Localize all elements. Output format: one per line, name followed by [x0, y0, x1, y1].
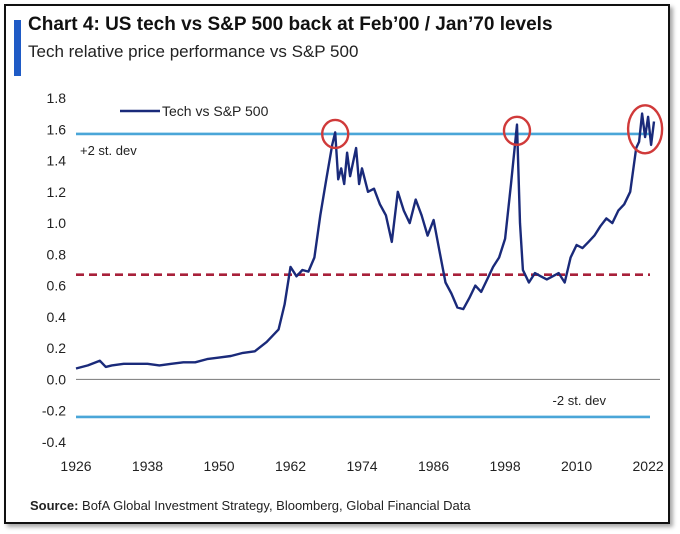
- x-tick-label: 1962: [275, 458, 306, 474]
- y-tick-label: 0.6: [47, 278, 67, 294]
- y-tick-label: 1.0: [47, 215, 67, 231]
- legend-label: Tech vs S&P 500: [162, 103, 269, 119]
- y-tick-label: 0.2: [47, 340, 67, 356]
- source-line: Source: BofA Global Investment Strategy,…: [30, 498, 471, 513]
- y-tick-label: 0.0: [47, 371, 67, 387]
- y-tick-label: 1.6: [47, 121, 67, 137]
- y-axis: 1.8 1.6 1.4 1.2 1.0 0.8 0.6 0.4 0.2 0.0 -0.2 -0.4: [42, 90, 66, 450]
- title-accent-bar: [14, 20, 21, 76]
- chart-frame: [4, 4, 670, 524]
- x-axis: 1926 1938 1950 1962 1974 1986 1998 2010 2022: [60, 458, 663, 474]
- highlight-circle: [626, 104, 664, 155]
- legend: Tech vs S&P 500: [120, 103, 269, 119]
- x-tick-label: 1926: [60, 458, 91, 474]
- x-tick-label: 1974: [346, 458, 377, 474]
- reference-line-label: -2 st. dev: [553, 393, 607, 408]
- x-tick-label: 2010: [561, 458, 592, 474]
- y-tick-label: 0.8: [47, 246, 67, 262]
- x-tick-label: 1938: [132, 458, 163, 474]
- source-label: Source:: [30, 498, 79, 513]
- x-tick-label: 1986: [418, 458, 449, 474]
- source-text: BofA Global Investment Strategy, Bloombe…: [82, 498, 471, 513]
- reference-lines: +2 st. dev -2 st. dev: [76, 132, 650, 419]
- chart-title: Chart 4: US tech vs S&P 500 back at Feb’…: [28, 14, 553, 35]
- x-tick-label: 2022: [633, 458, 664, 474]
- x-tick-label: 1998: [489, 458, 520, 474]
- y-tick-label: 1.8: [47, 90, 67, 106]
- y-tick-label: -0.4: [42, 434, 66, 450]
- y-tick-label: -0.2: [42, 403, 66, 419]
- y-tick-label: 1.2: [47, 184, 67, 200]
- series-line-tech: [75, 112, 656, 370]
- x-tick-label: 1950: [203, 458, 234, 474]
- highlight-circles: [321, 104, 664, 155]
- highlight-circle: [321, 118, 350, 150]
- highlight-circle: [502, 115, 532, 147]
- y-tick-label: 0.4: [47, 309, 67, 325]
- y-tick-label: 1.4: [47, 153, 67, 169]
- chart-subtitle: Tech relative price performance vs S&P 5…: [28, 42, 359, 61]
- reference-line-label: +2 st. dev: [80, 143, 137, 158]
